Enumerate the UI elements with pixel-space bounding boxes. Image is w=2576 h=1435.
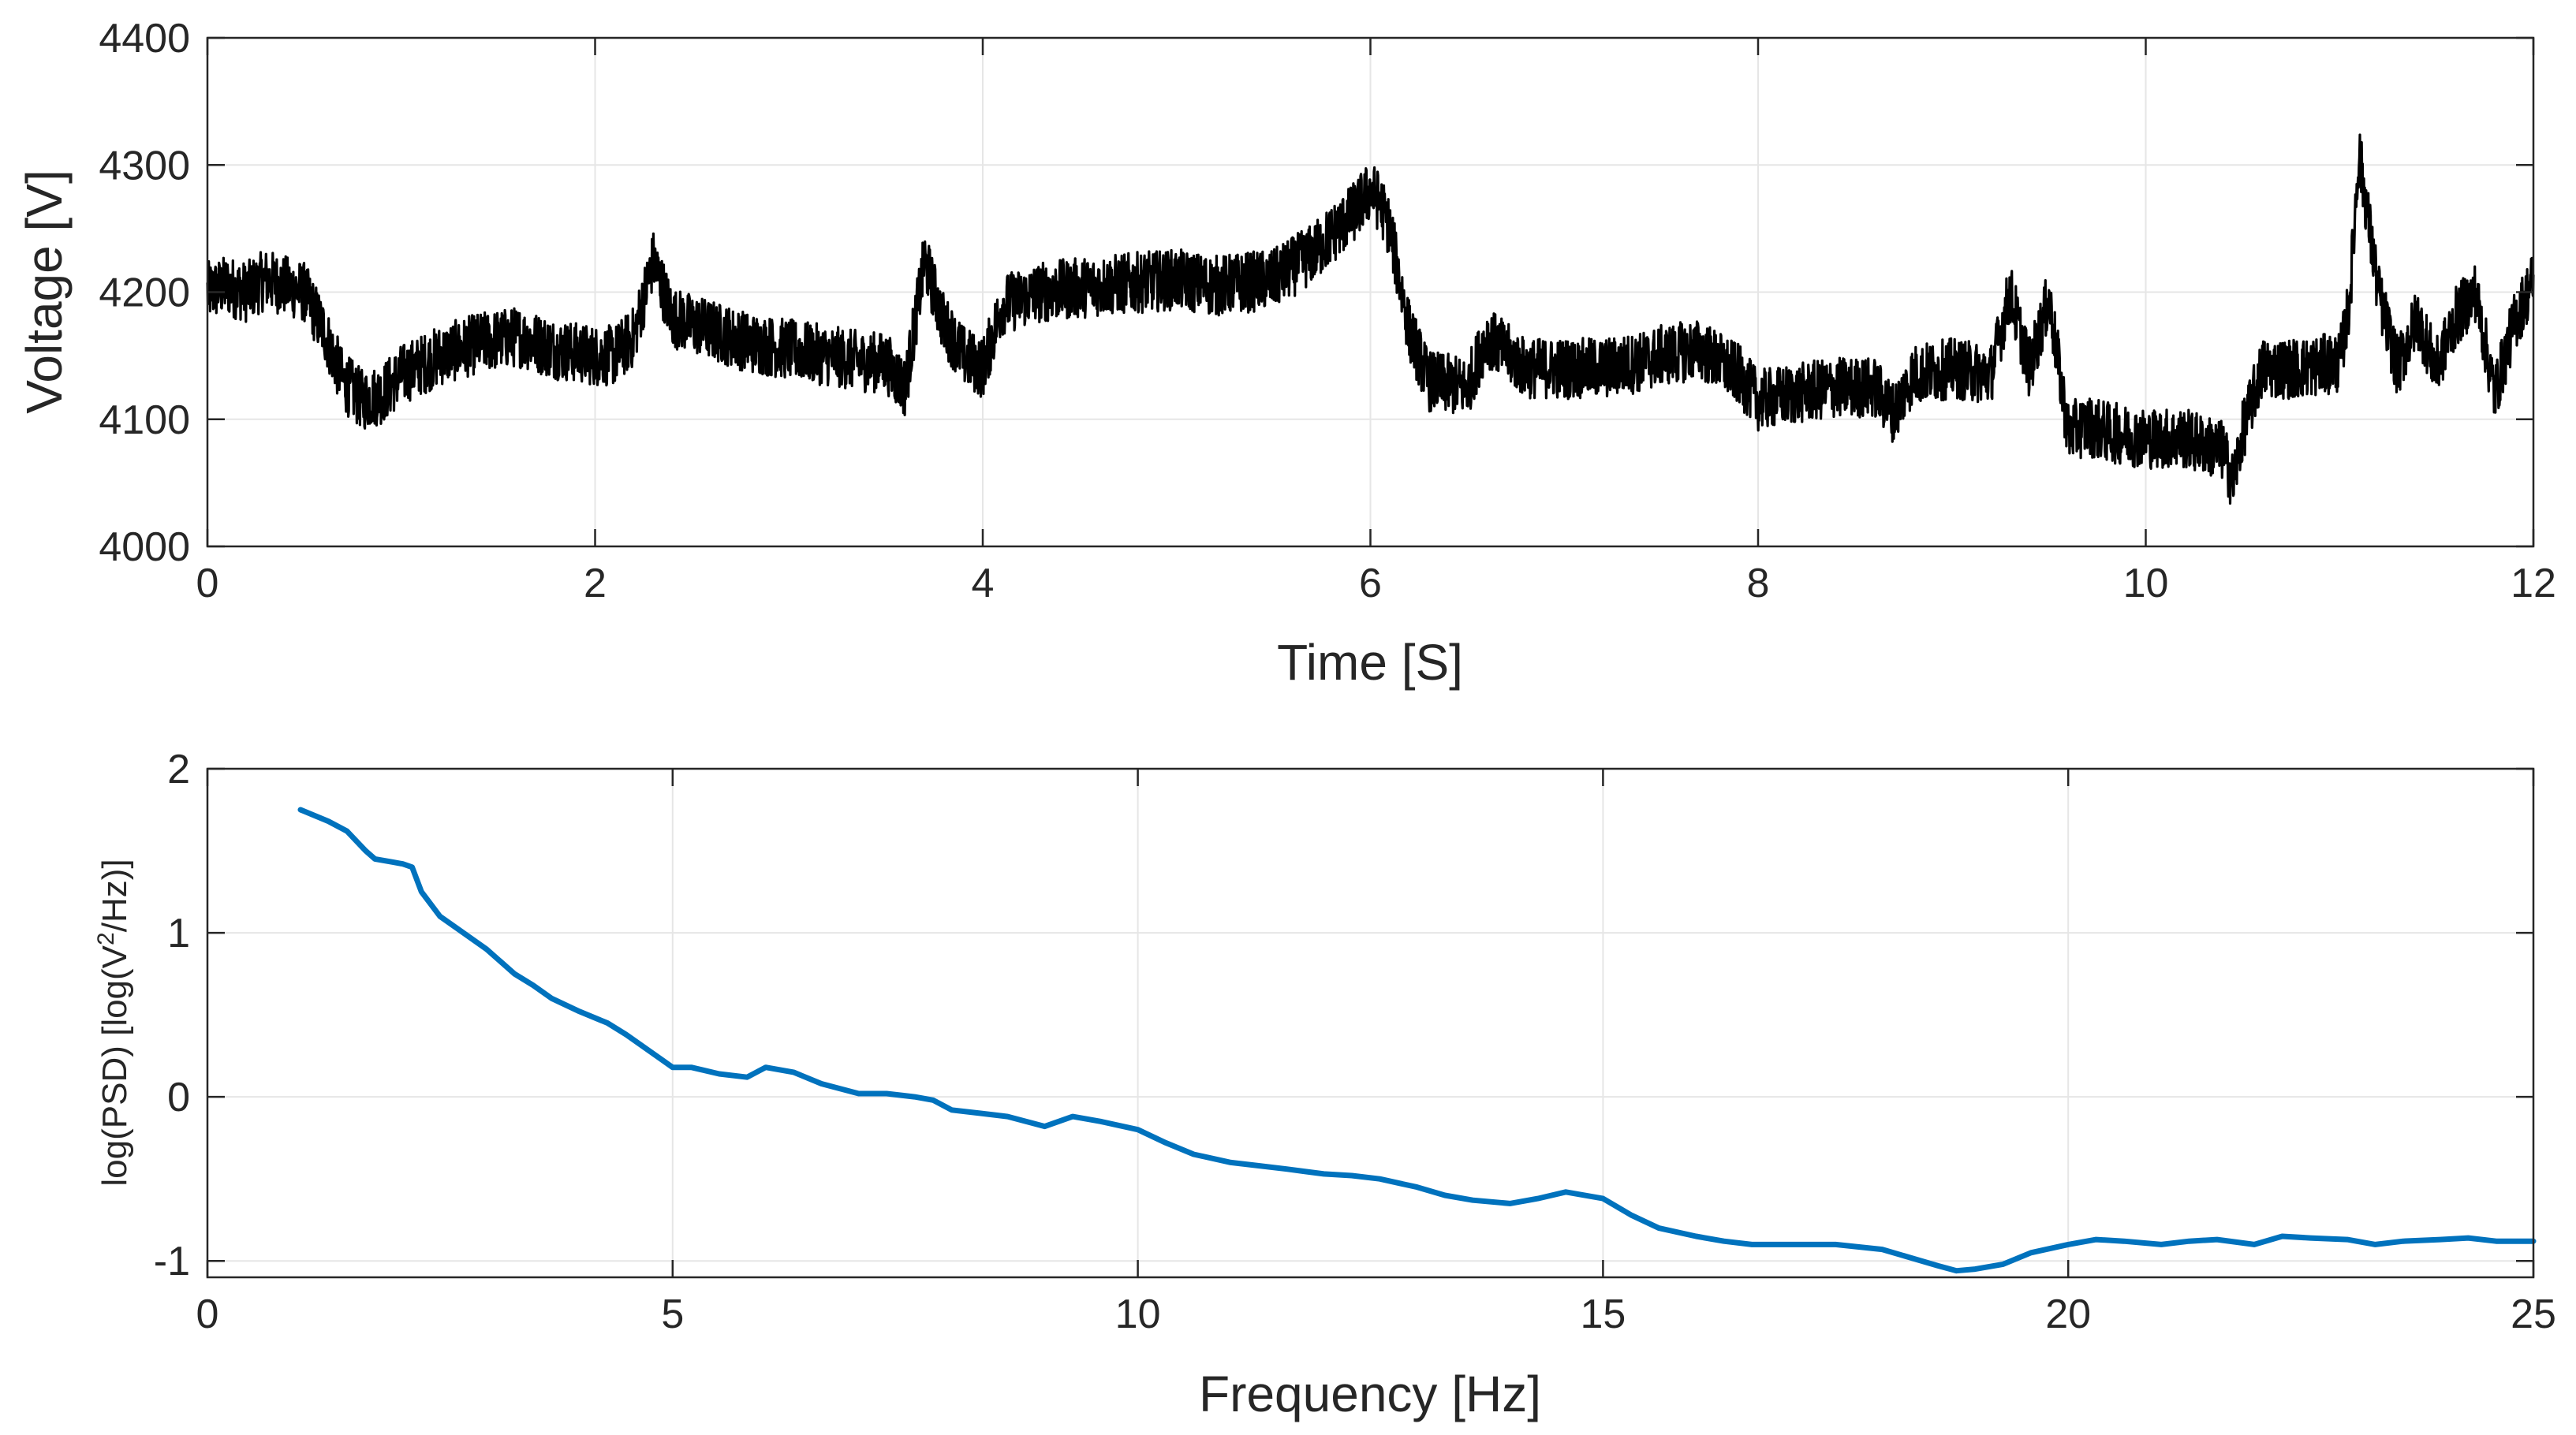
voltage-series — [206, 133, 2535, 505]
psd-x-tick-label: 10 — [1115, 1292, 1161, 1337]
time-axis-label: Time [S] — [1277, 634, 1463, 691]
voltage-y-tick-label: 4400 — [99, 16, 190, 62]
psd-line — [297, 807, 2537, 1274]
psd-axis-label: log(PSD) [log(V2/Hz)] — [93, 859, 134, 1186]
frequency-axis-label: Frequency [Hz] — [1199, 1366, 1541, 1422]
psd-x-tick-label: 20 — [2045, 1292, 2091, 1337]
psd-y-tick-label: 2 — [167, 747, 190, 792]
voltage-x-tick-labels: 0 2 4 6 8 10 12 — [196, 561, 2556, 606]
psd-tick-marks — [206, 767, 2535, 1277]
psd-x-tick-labels: 0 5 10 15 20 25 — [196, 1292, 2556, 1337]
voltage-x-tick-label: 10 — [2123, 561, 2169, 606]
psd-y-tick-label: 1 — [167, 911, 190, 956]
psd-x-tick-label: 25 — [2511, 1292, 2556, 1337]
psd-x-tick-label: 0 — [196, 1292, 219, 1337]
psd-axis-label-end: /Hz)] — [95, 859, 134, 932]
voltage-axis-label: Voltage [V] — [16, 170, 73, 414]
voltage-tick-marks — [206, 36, 2535, 548]
voltage-x-tick-label: 6 — [1359, 561, 1382, 606]
voltage-y-tick-label: 4200 — [99, 270, 190, 316]
voltage-y-tick-label: 4000 — [99, 524, 190, 570]
voltage-x-tick-label: 4 — [972, 561, 995, 606]
psd-series — [297, 807, 2537, 1274]
psd-axis-label-main: log(PSD) [log(V — [95, 945, 134, 1186]
voltage-y-tick-label: 4100 — [99, 397, 190, 443]
voltage-y-tick-labels: 4000 4100 4200 4300 4400 — [99, 16, 190, 570]
psd-y-tick-label: -1 — [154, 1239, 190, 1284]
psd-x-tick-label: 15 — [1580, 1292, 1626, 1337]
psd-plot-frame — [206, 767, 2535, 1279]
voltage-line — [206, 133, 2535, 505]
voltage-y-tick-label: 4300 — [99, 143, 190, 188]
psd-axis-label-superscript: 2 — [93, 932, 119, 945]
psd-x-tick-label: 5 — [661, 1292, 684, 1337]
voltage-x-tick-label: 0 — [196, 561, 219, 606]
psd-y-tick-labels: -1 0 1 2 — [154, 747, 190, 1284]
voltage-x-tick-label: 8 — [1747, 561, 1770, 606]
voltage-x-tick-label: 12 — [2511, 561, 2556, 606]
voltage-x-tick-label: 2 — [584, 561, 607, 606]
psd-y-tick-label: 0 — [167, 1075, 190, 1120]
